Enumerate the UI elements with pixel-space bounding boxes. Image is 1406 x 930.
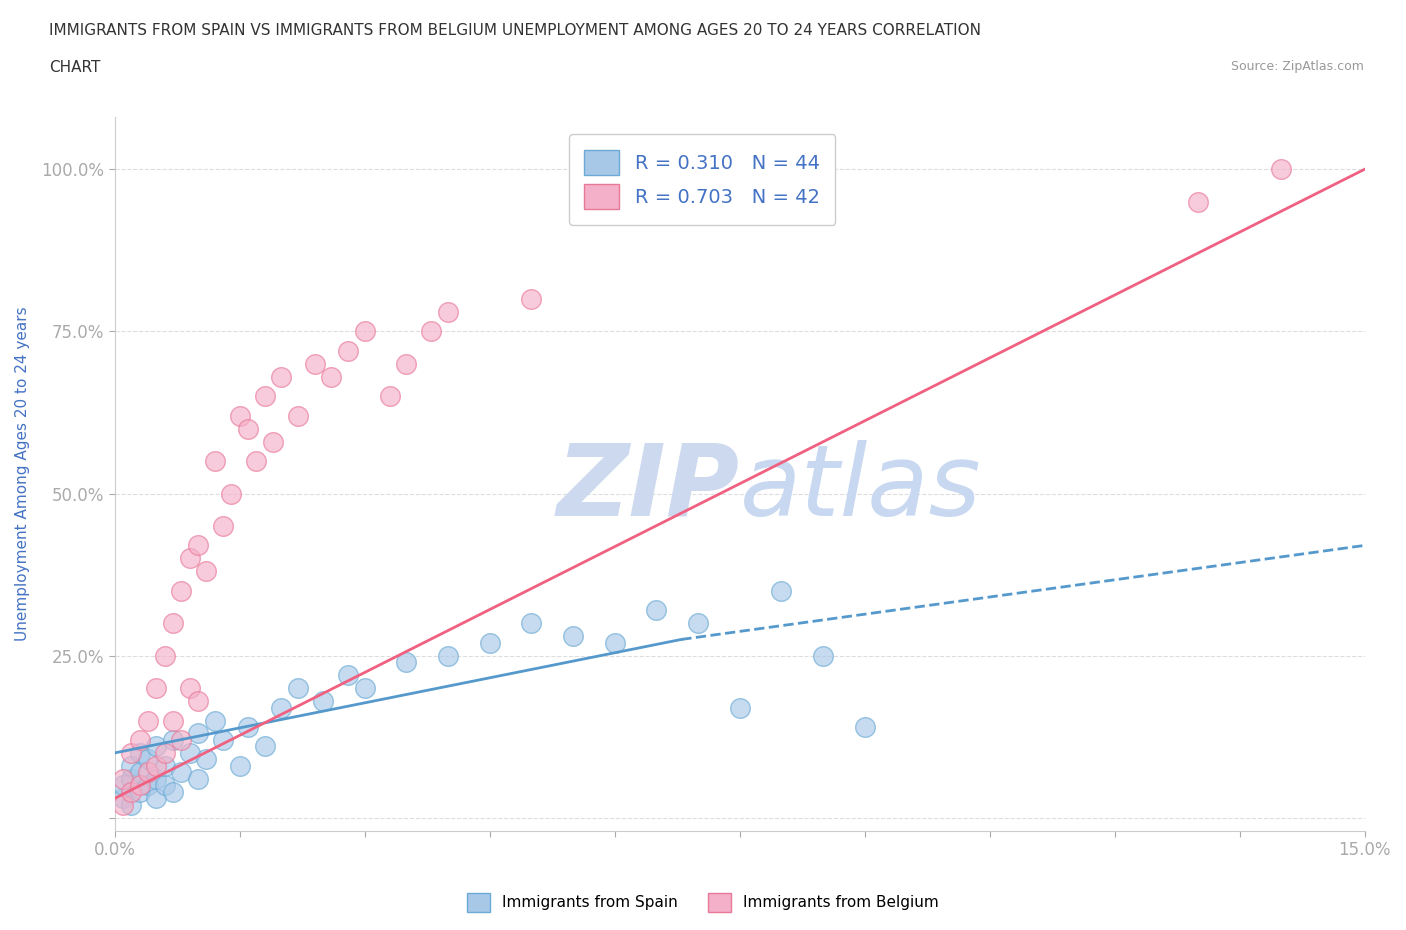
Point <box>170 733 193 748</box>
Point <box>120 797 142 812</box>
Point <box>437 648 460 663</box>
Point <box>128 777 150 792</box>
Point <box>236 421 259 436</box>
Point <box>120 759 142 774</box>
Point <box>353 324 375 339</box>
Point <box>603 635 626 650</box>
Point <box>136 777 159 792</box>
Point <box>111 797 134 812</box>
Point <box>195 564 218 578</box>
Point <box>253 389 276 404</box>
Point <box>1270 162 1292 177</box>
Legend: Immigrants from Spain, Immigrants from Belgium: Immigrants from Spain, Immigrants from B… <box>461 887 945 918</box>
Point <box>228 408 250 423</box>
Point <box>645 603 668 618</box>
Point <box>153 759 176 774</box>
Point <box>1187 194 1209 209</box>
Point <box>170 583 193 598</box>
Point <box>153 746 176 761</box>
Point <box>253 739 276 754</box>
Point <box>520 616 543 631</box>
Point <box>128 733 150 748</box>
Point <box>187 538 209 552</box>
Point <box>187 772 209 787</box>
Point <box>179 681 201 696</box>
Point <box>336 343 359 358</box>
Point <box>204 454 226 469</box>
Point <box>162 784 184 799</box>
Point <box>478 635 501 650</box>
Point <box>853 720 876 735</box>
Point <box>236 720 259 735</box>
Point <box>120 772 142 787</box>
Point <box>136 752 159 767</box>
Point <box>321 369 343 384</box>
Point <box>187 726 209 741</box>
Point <box>128 784 150 799</box>
Point <box>212 519 235 534</box>
Point <box>145 790 167 805</box>
Point <box>287 681 309 696</box>
Point <box>111 790 134 805</box>
Point <box>195 752 218 767</box>
Point <box>136 713 159 728</box>
Point <box>136 765 159 780</box>
Point <box>437 304 460 319</box>
Point <box>111 777 134 792</box>
Point <box>145 772 167 787</box>
Point <box>420 324 443 339</box>
Point <box>520 291 543 306</box>
Point <box>395 655 418 670</box>
Point <box>353 681 375 696</box>
Point <box>728 700 751 715</box>
Point <box>179 746 201 761</box>
Point <box>162 713 184 728</box>
Point <box>228 759 250 774</box>
Point <box>270 700 292 715</box>
Point <box>145 739 167 754</box>
Point <box>262 434 284 449</box>
Point <box>219 486 242 501</box>
Point <box>170 765 193 780</box>
Text: IMMIGRANTS FROM SPAIN VS IMMIGRANTS FROM BELGIUM UNEMPLOYMENT AMONG AGES 20 TO 2: IMMIGRANTS FROM SPAIN VS IMMIGRANTS FROM… <box>49 23 981 38</box>
Point <box>686 616 709 631</box>
Point <box>312 694 335 709</box>
Text: atlas: atlas <box>740 440 981 537</box>
Point <box>395 356 418 371</box>
Point <box>245 454 267 469</box>
Point <box>153 777 176 792</box>
Point <box>111 772 134 787</box>
Y-axis label: Unemployment Among Ages 20 to 24 years: Unemployment Among Ages 20 to 24 years <box>15 307 30 642</box>
Legend: R = 0.310   N = 44, R = 0.703   N = 42: R = 0.310 N = 44, R = 0.703 N = 42 <box>569 134 835 225</box>
Point <box>187 694 209 709</box>
Point <box>128 765 150 780</box>
Point <box>120 784 142 799</box>
Text: Source: ZipAtlas.com: Source: ZipAtlas.com <box>1230 60 1364 73</box>
Point <box>145 681 167 696</box>
Point <box>378 389 401 404</box>
Point <box>179 551 201 565</box>
Point <box>120 746 142 761</box>
Point <box>811 648 834 663</box>
Point <box>128 746 150 761</box>
Text: CHART: CHART <box>49 60 101 75</box>
Point <box>336 668 359 683</box>
Point <box>287 408 309 423</box>
Point <box>153 648 176 663</box>
Point <box>561 629 583 644</box>
Point <box>162 616 184 631</box>
Text: ZIP: ZIP <box>557 440 740 537</box>
Point <box>270 369 292 384</box>
Point <box>770 583 793 598</box>
Point <box>145 759 167 774</box>
Point <box>204 713 226 728</box>
Point <box>304 356 326 371</box>
Point <box>162 733 184 748</box>
Point <box>212 733 235 748</box>
